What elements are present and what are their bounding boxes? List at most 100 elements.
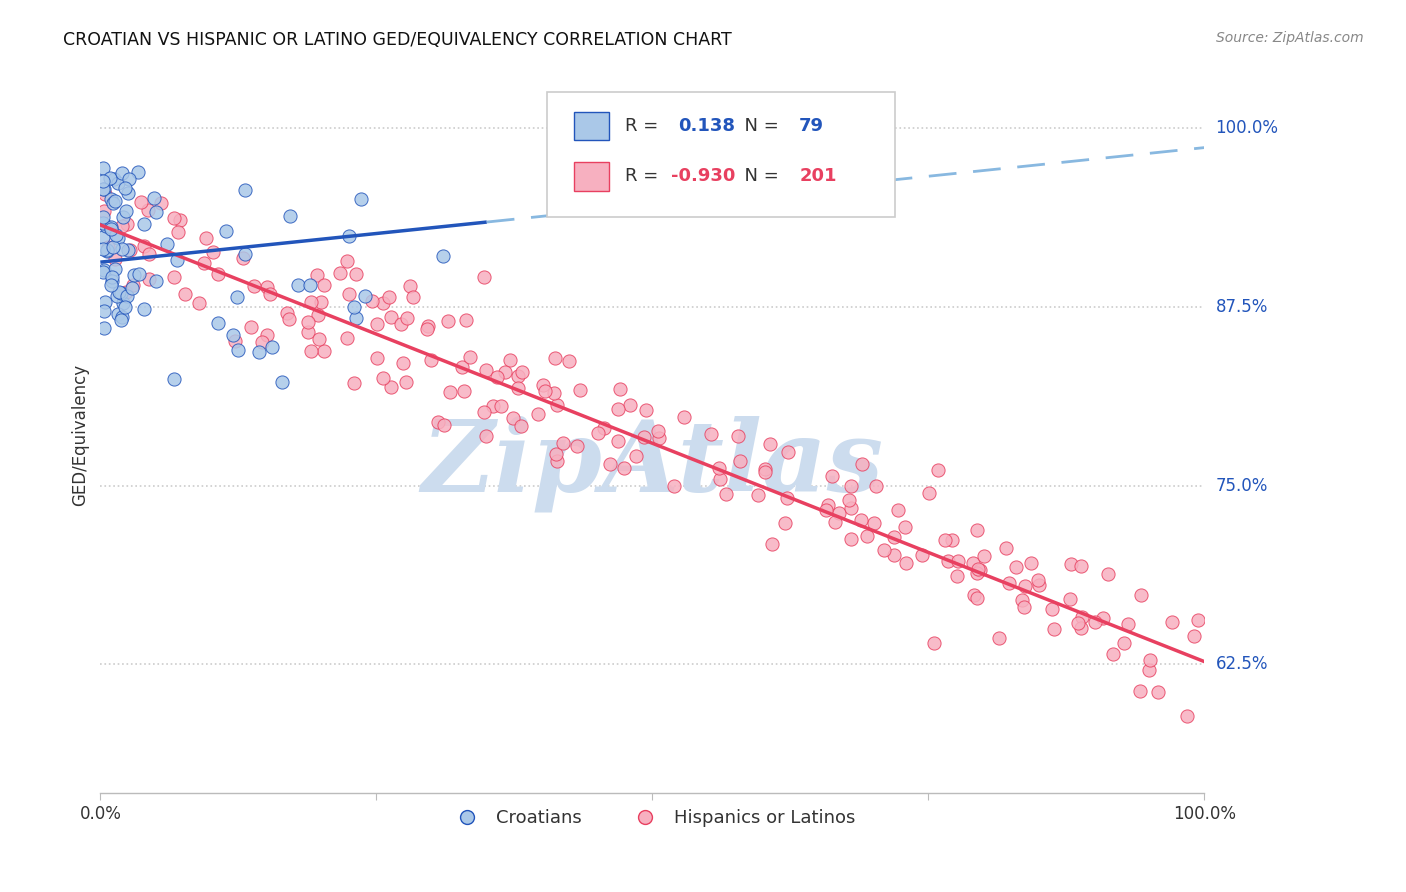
Point: [343, 376, 366, 391]
Point: [436, 314, 458, 328]
Point: [111, 242, 134, 256]
Point: [896, 556, 918, 570]
Point: [138, 246, 160, 260]
Point: [101, 270, 124, 285]
Point: [163, 269, 186, 284]
Point: [107, 230, 129, 244]
Point: [475, 363, 498, 377]
Point: [100, 274, 122, 288]
Point: [91, 182, 114, 196]
Text: R =: R =: [624, 117, 664, 135]
Point: [124, 268, 146, 282]
Point: [934, 533, 956, 547]
Point: [100, 221, 122, 235]
Point: [97, 240, 120, 254]
Point: [619, 398, 641, 412]
Point: [494, 365, 516, 379]
Point: [851, 457, 873, 471]
Text: N =: N =: [733, 167, 785, 186]
Point: [415, 322, 437, 336]
Point: [1070, 610, 1092, 624]
Y-axis label: GED/Equivalency: GED/Equivalency: [72, 364, 89, 507]
Point: [287, 278, 309, 293]
Point: [346, 311, 368, 326]
Point: [163, 372, 186, 386]
Point: [761, 537, 783, 551]
Point: [138, 272, 160, 286]
Point: [453, 384, 475, 398]
Point: [134, 239, 156, 253]
Point: [373, 296, 395, 310]
Point: [673, 409, 696, 424]
Point: [1097, 567, 1119, 582]
Point: [647, 424, 669, 438]
Point: [395, 311, 418, 326]
Point: [648, 431, 671, 445]
Point: [349, 192, 371, 206]
Point: [100, 277, 122, 292]
Point: [1139, 653, 1161, 667]
Point: [700, 426, 723, 441]
Point: [96, 243, 118, 257]
Point: [108, 285, 131, 299]
Point: [91, 161, 114, 175]
Text: 100.0%: 100.0%: [1216, 119, 1278, 136]
Point: [546, 398, 568, 412]
Point: [299, 344, 322, 359]
Point: [966, 566, 988, 581]
Point: [502, 411, 524, 425]
Point: [941, 533, 963, 548]
Point: [609, 382, 631, 396]
Point: [398, 279, 420, 293]
Point: [433, 417, 456, 432]
Point: [458, 351, 481, 365]
Point: [1059, 592, 1081, 607]
Point: [115, 289, 138, 303]
Point: [1092, 611, 1115, 625]
Point: [1116, 617, 1139, 632]
Point: [927, 463, 949, 477]
Point: [1028, 578, 1050, 592]
Point: [280, 209, 302, 223]
Point: [93, 187, 115, 202]
Point: [486, 370, 509, 384]
Point: [662, 479, 685, 493]
Text: 75.0%: 75.0%: [1216, 476, 1268, 494]
Point: [510, 419, 533, 434]
Point: [544, 447, 567, 461]
Point: [134, 302, 156, 317]
Point: [707, 461, 730, 475]
Point: [510, 365, 533, 379]
Point: [271, 375, 294, 389]
Point: [544, 351, 567, 365]
Point: [117, 171, 139, 186]
Point: [366, 351, 388, 366]
Text: -0.930: -0.930: [671, 167, 735, 186]
Point: [145, 205, 167, 219]
Point: [262, 340, 284, 354]
Point: [821, 469, 844, 483]
Point: [1112, 636, 1135, 650]
Point: [104, 262, 127, 277]
Point: [111, 219, 134, 234]
Point: [145, 274, 167, 288]
Point: [506, 369, 529, 384]
Point: [1187, 613, 1209, 627]
Point: [759, 436, 782, 450]
Point: [567, 439, 589, 453]
Point: [568, 383, 591, 397]
Point: [1129, 683, 1152, 698]
Point: [276, 306, 298, 320]
Point: [606, 402, 628, 417]
Point: [1019, 556, 1042, 570]
Point: [343, 300, 366, 314]
Point: [1014, 600, 1036, 615]
Point: [967, 562, 990, 576]
Point: [778, 444, 800, 458]
Point: [299, 295, 322, 310]
Point: [110, 313, 132, 327]
Point: [633, 430, 655, 444]
Point: [193, 256, 215, 270]
Point: [432, 249, 454, 263]
Legend: Croatians, Hispanics or Latinos: Croatians, Hispanics or Latinos: [441, 802, 863, 834]
